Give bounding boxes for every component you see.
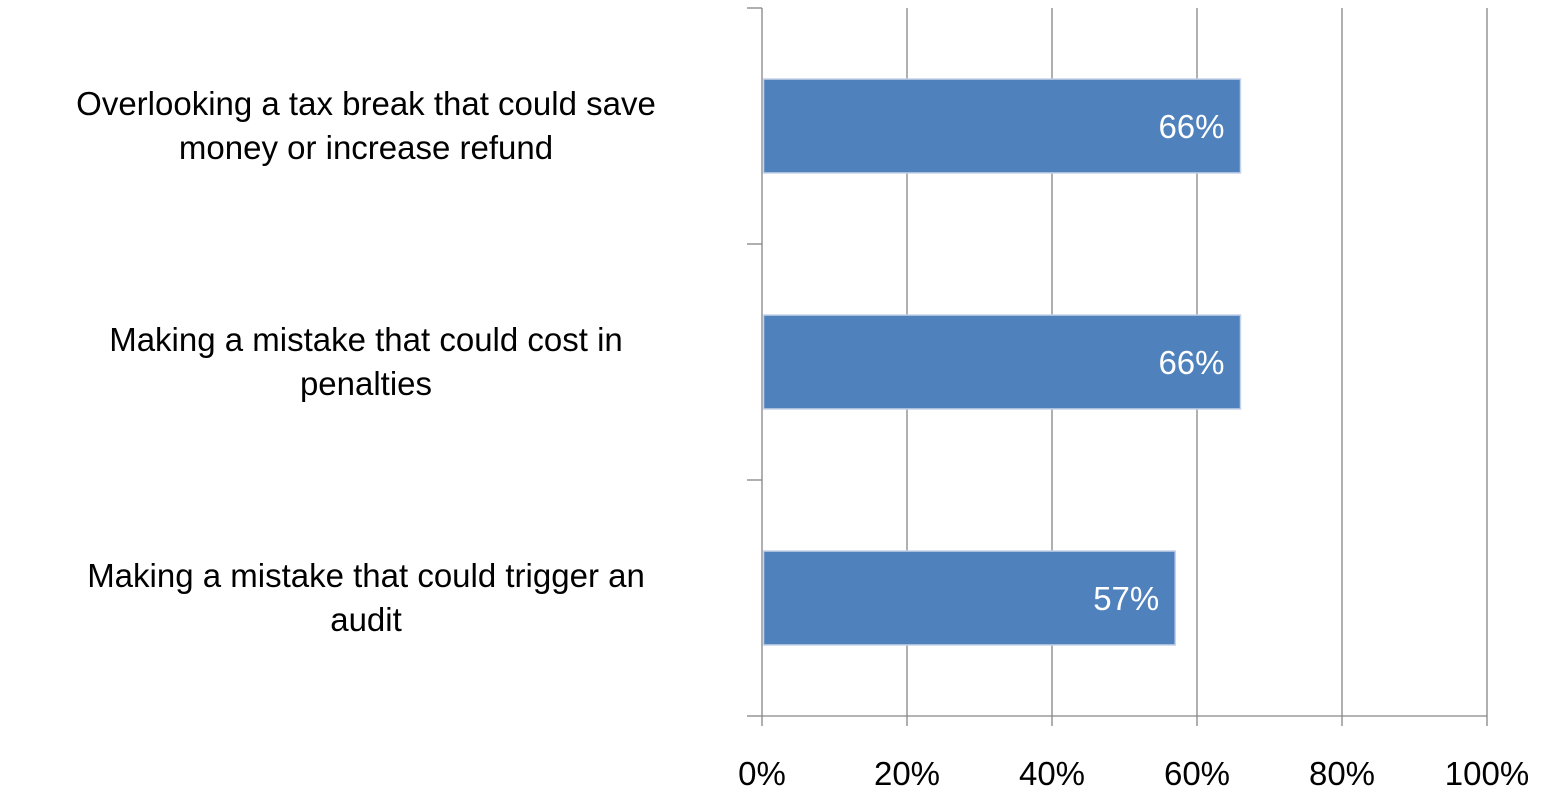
category-label: Overlooking a tax break that could save bbox=[76, 85, 656, 122]
data-label: 66% bbox=[1158, 344, 1224, 381]
x-tick-label: 60% bbox=[1164, 755, 1230, 792]
category-label: penalties bbox=[300, 365, 432, 402]
x-tick-label: 40% bbox=[1019, 755, 1085, 792]
data-label: 57% bbox=[1093, 580, 1159, 617]
bar bbox=[762, 78, 1242, 174]
category-label: Making a mistake that could trigger an bbox=[87, 557, 645, 594]
bar bbox=[762, 550, 1176, 646]
category-label: Making a mistake that could cost in bbox=[109, 321, 623, 358]
category-label: money or increase refund bbox=[179, 129, 553, 166]
data-label: 66% bbox=[1158, 108, 1224, 145]
x-tick-label: 20% bbox=[874, 755, 940, 792]
x-tick-label: 100% bbox=[1445, 755, 1529, 792]
x-tick-label: 80% bbox=[1309, 755, 1375, 792]
x-tick-label: 0% bbox=[738, 755, 786, 792]
category-label: audit bbox=[330, 601, 402, 638]
bar bbox=[762, 314, 1242, 410]
